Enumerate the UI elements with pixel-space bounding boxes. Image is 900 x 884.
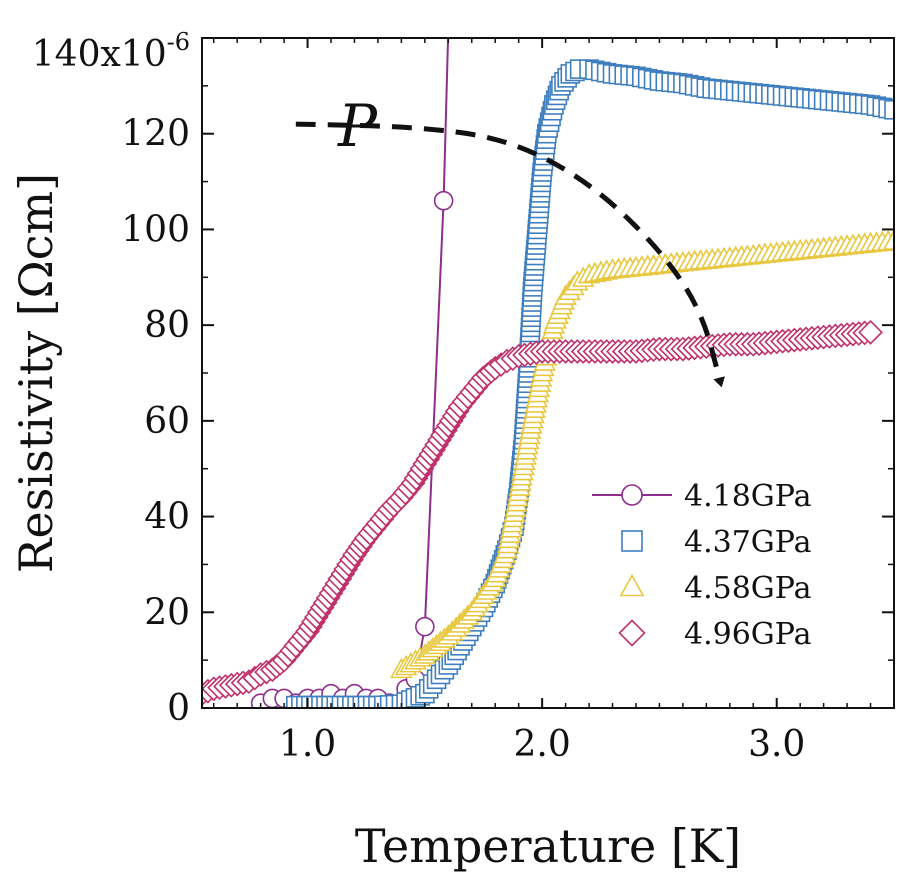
y-scale-exponent: -6 — [167, 28, 190, 56]
x-tick-label: 1.0 — [279, 724, 336, 765]
y-scale-label: 140x10-6 — [32, 28, 190, 75]
pressure-annotation: P — [295, 92, 725, 388]
legend-marker — [619, 573, 645, 597]
data-point — [882, 229, 894, 250]
y-tick-label: 20 — [144, 592, 190, 633]
y-tick-label: 60 — [144, 401, 190, 442]
legend-entry: 4.37GPa — [621, 525, 812, 560]
series-layer — [202, 38, 894, 708]
y-tick-label: 100 — [121, 209, 190, 250]
data-point — [433, 190, 454, 211]
x-tick-label: 2.0 — [514, 724, 571, 765]
y-axis-ticks: 0 20 40 60 80 100 120 — [121, 85, 894, 729]
pressure-label: P — [337, 92, 378, 160]
series-4.58GPa — [390, 229, 894, 679]
y-tick-label: 120 — [121, 114, 190, 155]
x-tick-label: 3.0 — [748, 724, 805, 765]
legend-marker — [621, 530, 643, 552]
data-point — [446, 38, 451, 39]
legend: 4.18GPa 4.37GPa 4.58GPa 4.96GPa — [592, 479, 812, 652]
y-tick-label: 40 — [144, 497, 190, 538]
legend-entry: 4.58GPa — [619, 571, 812, 606]
legend-entry: 4.18GPa — [592, 479, 812, 514]
legend-label: 4.37GPa — [684, 525, 812, 560]
x-axis-title: Temperature [K] — [355, 819, 741, 873]
legend-entry: 4.96GPa — [618, 617, 812, 652]
legend-label: 4.96GPa — [684, 617, 812, 652]
x-axis-ticks: 1.0 2.0 3.0 — [212, 38, 872, 765]
series-4.96GPa — [202, 319, 883, 707]
data-point — [884, 99, 894, 120]
data-point — [858, 319, 883, 345]
y-tick-label: 0 — [167, 688, 190, 729]
y-tick-label: 80 — [144, 305, 190, 346]
legend-marker — [618, 619, 646, 647]
legend-label: 4.18GPa — [684, 479, 812, 514]
y-axis-title: Resistivity [Ωcm] — [9, 173, 63, 573]
legend-marker — [621, 484, 643, 506]
data-point — [415, 616, 435, 637]
legend-label: 4.58GPa — [684, 571, 812, 606]
pressure-arrow — [295, 121, 725, 388]
